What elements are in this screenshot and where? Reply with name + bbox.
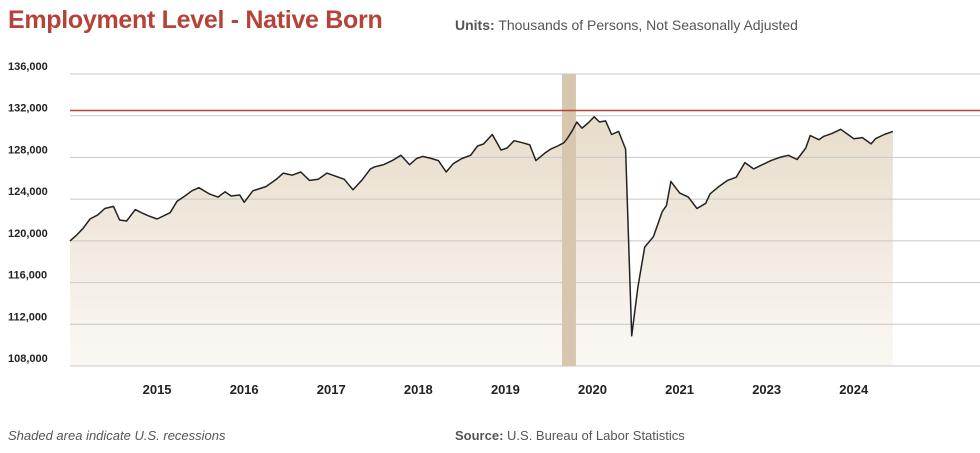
source-caption: Source: U.S. Bureau of Labor Statistics: [455, 428, 685, 443]
series-area: [70, 116, 893, 366]
y-tick-label: 112,000: [8, 311, 47, 323]
x-tick-label: 2021: [665, 382, 694, 397]
series-line: [69, 116, 894, 337]
x-tick-label: 2016: [230, 382, 259, 397]
x-tick-label: 2023: [752, 382, 781, 397]
y-tick-label: 124,000: [8, 186, 48, 198]
y-tick-label: 120,000: [8, 228, 48, 240]
y-tick-label: 116,000: [8, 270, 47, 282]
source-label: Source:: [455, 428, 504, 443]
recession-footnote: Shaded area indicate U.S. recessions: [8, 428, 226, 443]
x-tick-label: 2017: [317, 382, 346, 397]
x-tick-label: 2015: [143, 382, 172, 397]
x-tick-label: 2019: [491, 382, 520, 397]
y-tick-label: 128,000: [8, 144, 48, 156]
x-tick-label: 2024: [839, 382, 869, 397]
units-caption: Units: Thousands of Persons, Not Seasona…: [455, 17, 798, 33]
recession-band: [562, 74, 576, 366]
x-tick-label: 2018: [404, 382, 433, 397]
y-tick-label: 136,000: [8, 61, 48, 73]
y-tick-label: 132,000: [8, 103, 48, 115]
source-text: U.S. Bureau of Labor Statistics: [507, 428, 685, 443]
units-text: Thousands of Persons, Not Seasonally Adj…: [498, 17, 798, 33]
units-label: Units:: [455, 17, 495, 33]
chart-title: Employment Level - Native Born: [8, 6, 383, 34]
y-tick-label: 108,000: [8, 353, 48, 365]
x-tick-label: 2020: [578, 382, 607, 397]
